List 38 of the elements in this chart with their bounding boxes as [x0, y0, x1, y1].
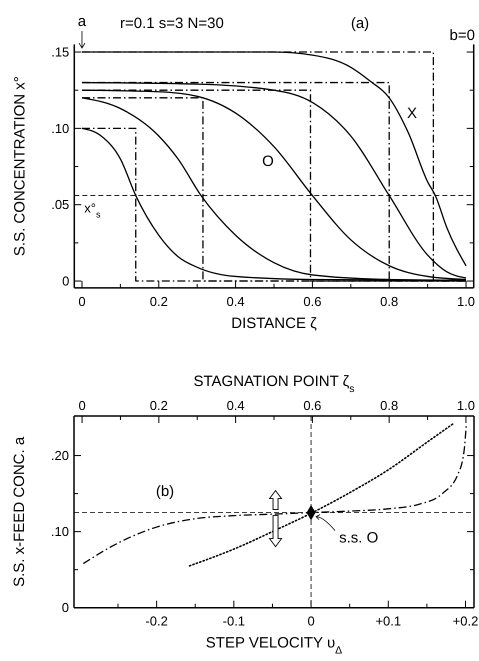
- x-tick-label: -0.2: [145, 614, 168, 629]
- y-axis-title: S.S. CONCENTRATION x°: [11, 76, 28, 256]
- x2-tick-label: 1.0: [456, 398, 475, 413]
- x-tick-label: 0.8: [380, 294, 398, 309]
- x2-tick-label: 0: [78, 398, 86, 413]
- x-tick-label: 0: [307, 614, 315, 629]
- y-tick-label: .05: [51, 197, 70, 212]
- annotation: a: [78, 13, 87, 30]
- x-tick-label: 0.2: [150, 294, 168, 309]
- y-axis-title: S.S. x-FEED CONC. a: [11, 436, 28, 587]
- text: (a): [350, 15, 370, 32]
- y-tick-label: 0: [62, 600, 69, 616]
- x2-tick-label: 0.8: [380, 398, 398, 413]
- x-axis-title: DISTANCE ζ: [231, 314, 318, 332]
- y-tick-label: .15: [51, 44, 70, 60]
- y-tick-label: .20: [50, 448, 69, 464]
- x-tick-label: +0.1: [375, 614, 402, 629]
- annotation: X: [406, 105, 418, 122]
- annotation: O: [262, 153, 274, 170]
- text: b=0: [450, 27, 475, 44]
- x2-tick-label: 0.6: [303, 398, 322, 413]
- x2-axis-title: STAGNATION POINT ζ$_{s}$: [193, 373, 355, 395]
- text: r=0.1 s=3 N=30: [120, 15, 224, 32]
- annotation: s.s. O: [339, 530, 378, 547]
- x2-tick-label: 0.2: [150, 398, 168, 413]
- y-tick-label: 0: [62, 274, 70, 289]
- x-tick-label: -0.1: [222, 614, 246, 629]
- x-axis-title: STEP VELOCITY υ$_{Δ}$: [206, 634, 342, 657]
- ref-line-label: x°$_{s}$: [84, 200, 102, 220]
- y-tick-label: .10: [50, 524, 69, 540]
- y-tick-label: .10: [51, 120, 70, 136]
- x-tick-label: 0.6: [303, 294, 322, 309]
- x-tick-label: 0.4: [226, 294, 245, 309]
- x-tick-label: 0: [78, 294, 86, 309]
- x-tick-label: +0.2: [452, 614, 478, 629]
- x2-tick-label: 0.4: [226, 398, 245, 413]
- x-tick-label: 1.0: [456, 294, 476, 309]
- annotation: (b): [156, 483, 174, 500]
